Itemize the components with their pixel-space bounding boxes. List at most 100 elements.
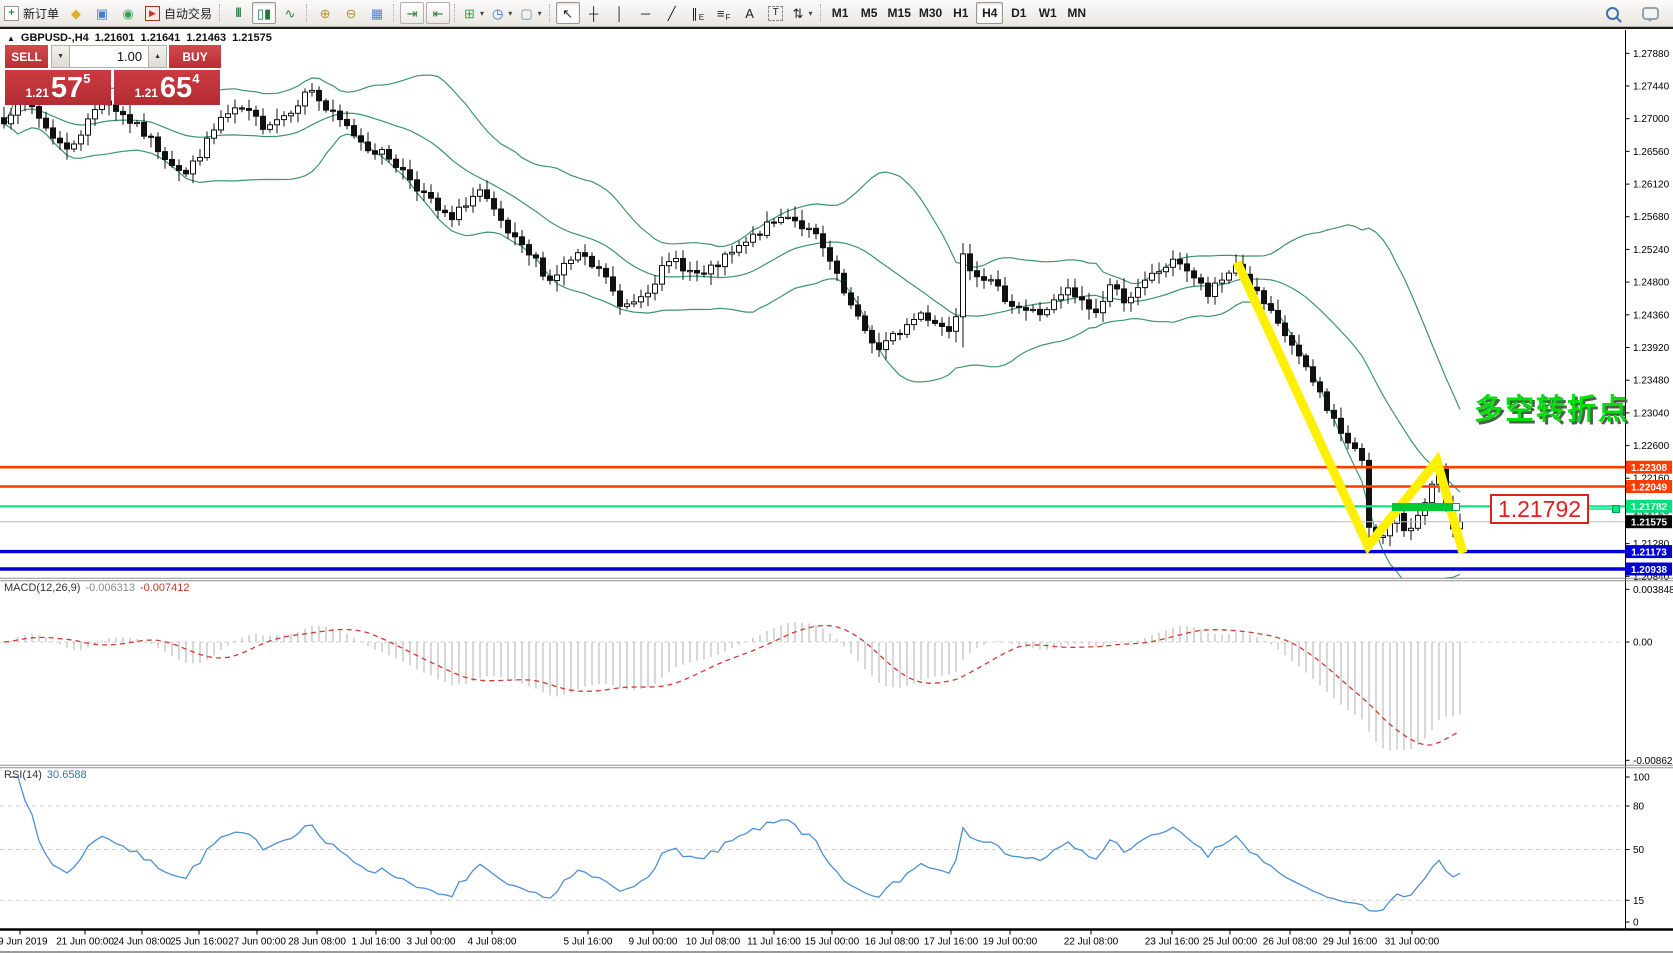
cursor-button[interactable]: ↖ xyxy=(555,2,580,24)
candle-body xyxy=(589,255,595,268)
tf-h4[interactable]: H4 xyxy=(976,2,1004,24)
candle-body xyxy=(1408,527,1414,532)
zoom-out-button[interactable]: ⊖ xyxy=(339,2,363,24)
chart-screenshot-button[interactable]: ▣ xyxy=(90,2,114,24)
candle-body xyxy=(372,150,378,155)
candle-body xyxy=(1023,307,1029,311)
chart-shift-button[interactable]: ⇤ xyxy=(426,2,451,24)
fibonacci-button[interactable]: ≡ F xyxy=(712,2,736,24)
templates-button[interactable]: ▢ ▾ xyxy=(517,2,544,24)
rsi-line xyxy=(11,776,1461,912)
tile-windows-icon: ▦ xyxy=(370,5,384,21)
arrows-button[interactable]: ⇅ ▾ xyxy=(790,2,816,24)
candle-body xyxy=(442,209,448,214)
buy-price-pip: 4 xyxy=(192,71,200,86)
candle-body xyxy=(995,279,1001,287)
candle-body xyxy=(1086,299,1092,310)
collapse-panel-icon[interactable]: ▲ xyxy=(7,33,15,43)
candle-body xyxy=(211,129,217,139)
candle-body xyxy=(316,89,322,102)
candle-body xyxy=(624,303,630,307)
zoom-in-button[interactable]: ⊕ xyxy=(313,2,337,24)
trendline-button[interactable]: ╱ xyxy=(660,2,684,24)
sell-button[interactable]: SELL xyxy=(5,45,49,68)
time-tick-label: 21 Jun 00:00 xyxy=(56,937,114,948)
bar-chart-button[interactable]: ||| xyxy=(226,2,250,24)
tf-h1[interactable]: H1 xyxy=(947,2,974,24)
candle-body xyxy=(204,137,210,159)
candlestick-button[interactable]: ▯▮ xyxy=(252,2,277,24)
horizontal-line-button[interactable]: ─ xyxy=(634,2,658,24)
indicators-button[interactable]: ⊞ ▾ xyxy=(461,2,487,24)
sell-price-button[interactable]: 1.21 57 5 xyxy=(5,70,111,105)
text-label-button[interactable]: T xyxy=(764,2,788,24)
channel-button[interactable]: ∥ E xyxy=(686,2,710,24)
bb-middle-band xyxy=(3,108,1461,493)
highlight-bar-handle[interactable] xyxy=(1452,503,1460,511)
volume-input[interactable] xyxy=(70,45,149,68)
signals-button[interactable]: ◉ xyxy=(116,2,140,24)
feedback-button[interactable] xyxy=(1638,2,1662,24)
candle-body xyxy=(862,315,868,331)
vertical-line-button[interactable]: │ xyxy=(608,2,632,24)
price-tick-label: 1.21280 xyxy=(1633,539,1670,550)
tf-m30[interactable]: M30 xyxy=(916,2,945,24)
annotation-text[interactable]: 多空转折点 xyxy=(1474,394,1630,426)
candle-body xyxy=(1072,287,1078,298)
toolbar-separator xyxy=(819,4,822,22)
time-tick-label: 27 Jun 00:00 xyxy=(228,937,286,948)
tf-m1[interactable]: M1 xyxy=(827,2,854,24)
time-tick-label: 23 Jul 16:00 xyxy=(1145,937,1200,948)
button-label: D1 xyxy=(1011,6,1027,20)
tile-windows-button[interactable]: ▦ xyxy=(365,2,389,24)
tf-mn[interactable]: MN xyxy=(1063,2,1090,24)
new-order-button[interactable]: + 新订单 xyxy=(1,2,62,24)
line-chart-button[interactable]: ∿ xyxy=(278,2,302,24)
volume-increase-button[interactable]: ▲ xyxy=(148,45,168,68)
toolbar-separator xyxy=(219,4,221,22)
axis-price-badge xyxy=(1626,562,1672,576)
crosshair-button[interactable]: ┼ xyxy=(582,2,606,24)
search-button[interactable] xyxy=(1600,2,1624,24)
candle-body xyxy=(687,270,693,273)
marker-button[interactable]: ◆ xyxy=(64,2,88,24)
candle-body xyxy=(694,270,700,274)
candle-body xyxy=(456,206,462,221)
text-button[interactable]: A xyxy=(738,2,762,24)
symbol-info-bar[interactable]: ▲ GBPUSD-,H4 1.21601 1.21641 1.21463 1.2… xyxy=(7,32,272,44)
candle-body xyxy=(680,258,686,272)
candle-body xyxy=(323,100,329,111)
candle-body xyxy=(1030,308,1036,312)
candle-body xyxy=(120,110,126,116)
candle-body xyxy=(1051,299,1057,311)
tf-d1[interactable]: D1 xyxy=(1005,2,1032,24)
price-callout-box[interactable]: 1.21792 xyxy=(1490,494,1589,524)
candle-body xyxy=(281,115,287,121)
chart-canvas[interactable]: 1.27880 1.27440 1.27000 1.26560 1.26120 1.256… xyxy=(0,29,1673,953)
candle-body xyxy=(1044,309,1050,316)
candle-body xyxy=(932,319,938,324)
price-axis-bg[interactable] xyxy=(1626,30,1673,930)
candle-body xyxy=(407,169,413,181)
callout-anchor-handle[interactable] xyxy=(1612,505,1620,513)
candle-body xyxy=(1142,279,1148,289)
candle-body xyxy=(1184,263,1190,272)
candle-body xyxy=(911,319,917,326)
search-icon xyxy=(1605,6,1619,20)
tf-w1[interactable]: W1 xyxy=(1034,2,1061,24)
tf-m15[interactable]: M15 xyxy=(885,2,914,24)
macd-indicator-label: MACD(12,26,9) -0.006313 -0.007412 xyxy=(4,582,190,594)
tf-m5[interactable]: M5 xyxy=(856,2,883,24)
buy-price-button[interactable]: 1.21 65 4 xyxy=(114,70,220,105)
autotrading-button[interactable]: ▶ 自动交易 xyxy=(142,2,215,24)
buy-price-main: 65 xyxy=(159,72,193,105)
highlight-bar[interactable] xyxy=(1392,503,1459,511)
symbol-name: GBPUSD-,H4 xyxy=(20,32,89,44)
buy-button[interactable]: BUY xyxy=(169,45,221,68)
volume-decrease-button[interactable]: ▼ xyxy=(51,45,71,68)
periods-button[interactable]: ◷ ▾ xyxy=(489,2,515,24)
auto-scroll-button[interactable]: ⇥ xyxy=(400,2,425,24)
time-tick-label: 4 Jul 08:00 xyxy=(468,937,517,948)
axis-price-badge xyxy=(1626,460,1672,474)
candle-body xyxy=(1331,409,1337,419)
